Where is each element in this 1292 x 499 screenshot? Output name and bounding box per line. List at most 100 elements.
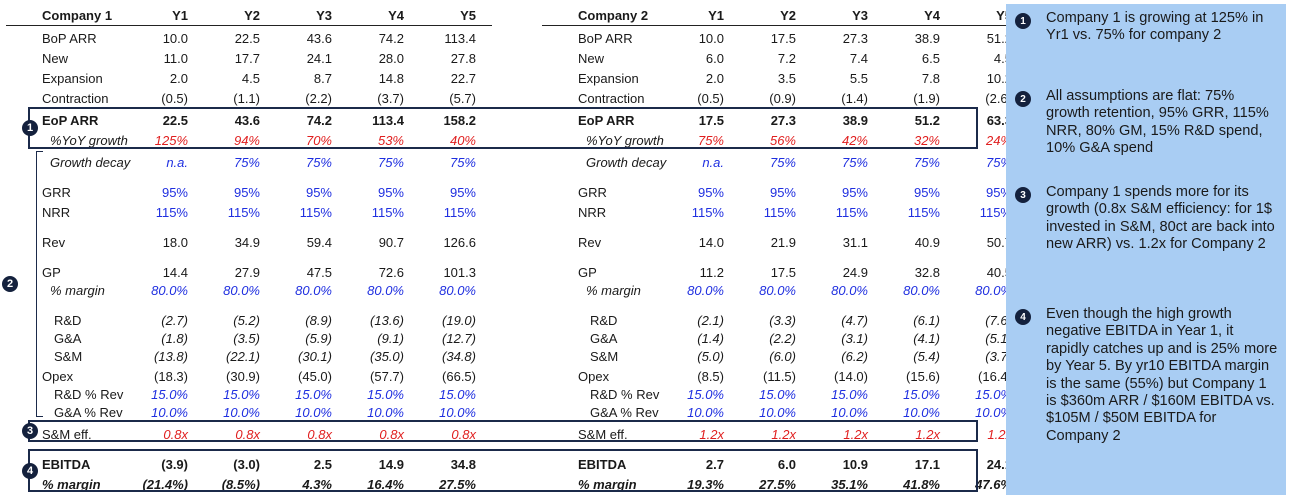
cell-value: (1.1): [233, 90, 260, 106]
cell-value: 24.1: [986, 456, 1012, 472]
cell-value: 19.3%: [687, 476, 724, 492]
row-label: GP: [42, 264, 61, 280]
note-text: Company 1 spends more for its growth (0.…: [1046, 184, 1275, 253]
row-label: Opex: [578, 368, 610, 384]
cell-value: 115%: [907, 204, 940, 220]
cell-value: 5.5: [849, 70, 868, 86]
row-label: % margin: [578, 476, 637, 492]
note-text: Company 1 is growing at 125% in Yr1 vs. …: [1046, 10, 1264, 44]
cell-value: 80.0%: [759, 282, 796, 298]
badge-1: 1: [22, 120, 38, 136]
row-label: %YoY growth: [586, 132, 664, 148]
cell-value: 6.0: [777, 456, 796, 472]
cell-value: 80.0%: [831, 282, 868, 298]
cell-value: (2.7): [161, 312, 188, 328]
cell-value: (5.2): [233, 312, 260, 328]
cell-value: 10.0: [162, 30, 188, 46]
cell-value: 15.0%: [831, 386, 868, 402]
notes-panel: 1 Company 1 is growing at 125% in Yr1 vs…: [1006, 4, 1286, 495]
cell-value: 1.2x: [699, 426, 724, 442]
cell-value: (2.2): [769, 330, 796, 346]
row-label: G&A: [54, 330, 82, 346]
cell-value: 94%: [233, 132, 260, 148]
table-row: GRR 95% 95% 95% 95% 95%: [542, 182, 1028, 202]
sm-efficiency-frame: [28, 420, 978, 442]
cell-value: 24.1: [306, 50, 332, 66]
cell-value: 75%: [913, 154, 940, 170]
cell-value: 24.9: [842, 264, 868, 280]
cell-value: (6.2): [841, 348, 868, 364]
cell-value: (7.6): [985, 312, 1012, 328]
row-label: S&M: [54, 348, 83, 364]
cell-value: 14.9: [378, 456, 404, 472]
column-header-y5: Y5: [460, 8, 476, 23]
cell-value: 75%: [377, 154, 404, 170]
cell-value: 27.3: [770, 112, 796, 128]
cell-value: (15.6): [906, 368, 940, 384]
column-header-y2: Y2: [244, 8, 260, 23]
cell-value: 35.1%: [831, 476, 868, 492]
cell-value: (8.5%): [221, 476, 260, 492]
row-label: EBITDA: [578, 456, 627, 472]
cell-value: 15.0%: [687, 386, 724, 402]
cell-value: 43.6: [234, 112, 260, 128]
row-label: Rev: [42, 234, 66, 250]
badge-3: 3: [22, 423, 38, 439]
table-row: G&A (1.8) (3.5) (5.9) (9.1) (12.7): [6, 328, 492, 348]
cell-value: 18.0: [162, 234, 188, 250]
cell-value: 0.8x: [451, 426, 476, 442]
cell-value: 50.7: [986, 234, 1012, 250]
cell-value: 7.4: [849, 50, 868, 66]
cell-value: 17.5: [770, 264, 796, 280]
row-label: % margin: [586, 282, 641, 298]
cell-value: 75%: [305, 154, 332, 170]
note-text: All assumptions are flat: 75% growth ret…: [1046, 88, 1269, 157]
cell-value: 125%: [154, 132, 188, 148]
cell-value: 95%: [913, 184, 940, 200]
table-row: R&D (2.1) (3.3) (4.7) (6.1) (7.6): [542, 310, 1028, 330]
table-row: GRR 95% 95% 95% 95% 95%: [6, 182, 492, 202]
table-row: %YoY growth 125% 94% 70% 53% 40%: [6, 130, 492, 150]
cell-value: 10.2: [986, 70, 1012, 86]
cell-value: 10.0%: [831, 404, 868, 420]
cell-value: 17.5: [698, 112, 724, 128]
column-header-y3: Y3: [852, 8, 868, 23]
row-label: EBITDA: [42, 456, 91, 472]
cell-value: (1.4): [841, 90, 868, 106]
cell-value: 95%: [449, 184, 476, 200]
company-2-title: Company 2: [578, 8, 649, 23]
cell-value: 59.4: [306, 234, 332, 250]
cell-value: 10.0%: [295, 404, 332, 420]
badge-4: 4: [22, 463, 38, 479]
cell-value: 0.8x: [307, 426, 332, 442]
row-label: Growth decay: [50, 154, 131, 170]
company-2-header-row: Company 2 Y1 Y2 Y3 Y4 Y5: [542, 6, 1028, 26]
cell-value: 11.0: [163, 50, 188, 66]
cell-value: 75%: [769, 154, 796, 170]
cell-value: 80.0%: [975, 282, 1012, 298]
cell-value: 47.6%: [975, 476, 1012, 492]
cell-value: 21.9: [770, 234, 796, 250]
cell-value: 17.1: [914, 456, 940, 472]
assumptions-bracket: [36, 151, 43, 417]
cell-value: 80.0%: [367, 282, 404, 298]
cell-value: 115%: [443, 204, 476, 220]
cell-value: (8.9): [305, 312, 332, 328]
cell-value: 28.0: [378, 50, 404, 66]
cell-value: 115%: [371, 204, 404, 220]
row-label: Rev: [578, 234, 602, 250]
cell-value: 6.0: [705, 50, 724, 66]
table-row: G&A (1.4) (2.2) (3.1) (4.1) (5.1): [542, 328, 1028, 348]
note-4: 4 Even though the high growth negative E…: [1006, 306, 1286, 445]
cell-value: 27.9: [234, 264, 260, 280]
row-label: Expansion: [42, 70, 103, 86]
table-row: Opex (8.5) (11.5) (14.0) (15.6) (16.4): [542, 366, 1028, 386]
row-label: S&M eff.: [578, 426, 628, 442]
cell-value: (57.7): [370, 368, 404, 384]
cell-value: 8.7: [313, 70, 332, 86]
row-label: S&M: [590, 348, 619, 364]
cell-value: (22.1): [226, 348, 260, 364]
cell-value: (1.8): [161, 330, 188, 346]
cell-value: (13.6): [370, 312, 404, 328]
note-number-badge: 2: [1015, 91, 1031, 107]
